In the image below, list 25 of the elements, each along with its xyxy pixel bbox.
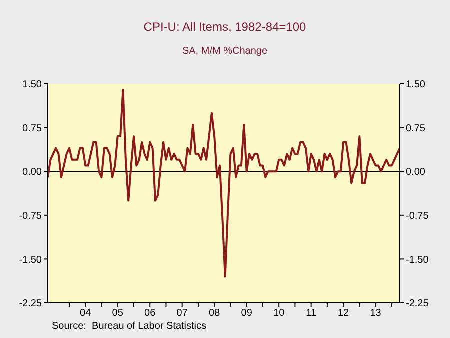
y-tick-label: 0.75	[22, 123, 42, 134]
source-note: Source: Bureau of Labor Statistics	[52, 321, 207, 332]
y-tick-label: 1.50	[22, 80, 42, 91]
chart-title: CPI-U: All Items, 1982-84=100	[142, 20, 308, 34]
x-tick-label: 09	[241, 308, 253, 320]
x-tick-label: 04	[80, 308, 92, 320]
x-tick-label: 05	[112, 308, 124, 320]
y2-tick-label: 1.50	[406, 80, 426, 91]
x-tick-label: 10	[274, 308, 286, 320]
x-tick-label: 08	[209, 308, 221, 320]
y-tick-label: -0.75	[19, 210, 42, 222]
y2-tick-label: -0.75	[406, 210, 430, 222]
x-tick-label: 07	[176, 308, 188, 320]
x-tick-label: 13	[370, 308, 382, 320]
y2-tick-label: 0.00	[406, 167, 426, 178]
y2-tick-label: 0.75	[406, 123, 426, 134]
x-tick-label: 11	[306, 308, 317, 320]
chart-subtitle: SA, M/M %Change	[181, 46, 269, 57]
y2-tick-label: -2.25	[406, 298, 430, 310]
x-tick-label: 12	[338, 308, 350, 320]
x-tick-label: 06	[144, 308, 156, 320]
y-tick-label: 0.00	[22, 167, 42, 178]
y-tick-label: -2.25	[19, 298, 42, 310]
y2-tick-label: -1.50	[406, 254, 430, 266]
y-tick-label: -1.50	[19, 254, 42, 266]
